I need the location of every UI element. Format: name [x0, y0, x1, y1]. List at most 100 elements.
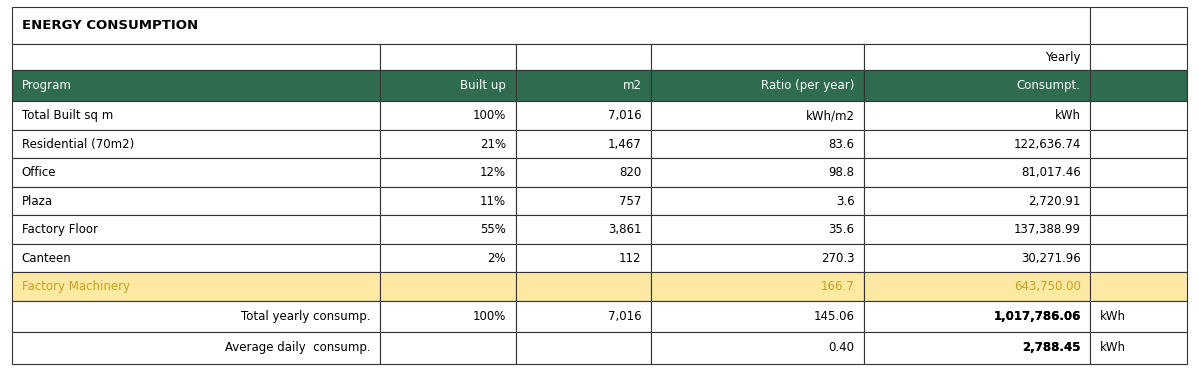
Bar: [864, 101, 1090, 130]
Bar: [12, 332, 380, 364]
Text: 11%: 11%: [480, 195, 506, 208]
Bar: [651, 244, 864, 272]
Bar: [1090, 332, 1187, 364]
Bar: [651, 45, 864, 70]
Bar: [864, 187, 1090, 216]
Bar: [1090, 244, 1187, 272]
Text: 98.8: 98.8: [829, 166, 855, 179]
Bar: [651, 332, 864, 364]
Text: 270.3: 270.3: [821, 252, 855, 265]
Text: Factory Machinery: Factory Machinery: [22, 280, 129, 293]
Bar: [516, 332, 651, 364]
Text: 112: 112: [619, 252, 641, 265]
Bar: [1090, 301, 1187, 332]
Bar: [12, 332, 380, 364]
Bar: [380, 130, 516, 158]
Text: kWh/m2: kWh/m2: [806, 109, 855, 122]
Text: Factory Floor: Factory Floor: [22, 223, 97, 236]
Bar: [516, 130, 651, 158]
Text: Total Built sq m: Total Built sq m: [22, 109, 113, 122]
Bar: [380, 301, 516, 332]
Bar: [12, 70, 380, 101]
Bar: [380, 187, 516, 216]
Text: 100%: 100%: [472, 109, 506, 122]
Bar: [651, 158, 864, 187]
Bar: [380, 187, 516, 216]
Bar: [864, 272, 1090, 301]
Bar: [12, 187, 380, 216]
Bar: [651, 244, 864, 272]
Bar: [380, 244, 516, 272]
Bar: [12, 130, 380, 158]
Text: 0.40: 0.40: [829, 341, 855, 354]
Bar: [651, 216, 864, 244]
Bar: [380, 272, 516, 301]
Bar: [1090, 7, 1187, 45]
Bar: [380, 158, 516, 187]
Text: 83.6: 83.6: [829, 138, 855, 151]
Bar: [864, 101, 1090, 130]
Text: Canteen: Canteen: [22, 252, 71, 265]
Text: Consumpt.: Consumpt.: [1017, 79, 1080, 92]
Text: 145.06: 145.06: [814, 310, 855, 323]
Bar: [516, 272, 651, 301]
Text: 21%: 21%: [480, 138, 506, 151]
Text: Ratio (per year): Ratio (per year): [761, 79, 855, 92]
Bar: [651, 101, 864, 130]
Bar: [864, 216, 1090, 244]
Bar: [1090, 187, 1187, 216]
Bar: [864, 187, 1090, 216]
Bar: [380, 45, 516, 70]
Bar: [864, 216, 1090, 244]
Bar: [651, 301, 864, 332]
Bar: [516, 244, 651, 272]
Bar: [1090, 130, 1187, 158]
Text: kWh: kWh: [1099, 310, 1126, 323]
Text: Yearly: Yearly: [1046, 51, 1080, 64]
Bar: [380, 101, 516, 130]
Bar: [516, 216, 651, 244]
Bar: [651, 301, 864, 332]
Bar: [864, 332, 1090, 364]
Bar: [12, 272, 380, 301]
Bar: [1090, 216, 1187, 244]
Text: 1,017,786.06: 1,017,786.06: [993, 310, 1080, 323]
Text: Office: Office: [22, 166, 56, 179]
Bar: [516, 158, 651, 187]
Bar: [1090, 7, 1187, 45]
Bar: [12, 216, 380, 244]
Text: kWh: kWh: [1099, 341, 1126, 354]
Text: 643,750.00: 643,750.00: [1013, 280, 1080, 293]
Text: 137,388.99: 137,388.99: [1013, 223, 1080, 236]
Bar: [864, 301, 1090, 332]
Text: 166.7: 166.7: [821, 280, 855, 293]
Bar: [380, 70, 516, 101]
Bar: [651, 187, 864, 216]
Text: 820: 820: [620, 166, 641, 179]
Bar: [516, 70, 651, 101]
Bar: [516, 101, 651, 130]
Bar: [651, 45, 864, 70]
Bar: [12, 244, 380, 272]
Bar: [12, 45, 380, 70]
Bar: [1090, 101, 1187, 130]
Bar: [651, 130, 864, 158]
Bar: [1090, 70, 1187, 101]
Bar: [864, 130, 1090, 158]
Text: 35.6: 35.6: [829, 223, 855, 236]
Text: 2%: 2%: [487, 252, 506, 265]
Bar: [651, 272, 864, 301]
Text: 3.6: 3.6: [836, 195, 855, 208]
Bar: [516, 244, 651, 272]
Bar: [651, 70, 864, 101]
Text: 2,720.91: 2,720.91: [1029, 195, 1080, 208]
Bar: [12, 7, 1090, 45]
Bar: [12, 158, 380, 187]
Bar: [380, 332, 516, 364]
Bar: [12, 101, 380, 130]
Text: Residential (70m2): Residential (70m2): [22, 138, 134, 151]
Bar: [380, 216, 516, 244]
Bar: [1090, 158, 1187, 187]
Bar: [651, 130, 864, 158]
Bar: [1090, 244, 1187, 272]
